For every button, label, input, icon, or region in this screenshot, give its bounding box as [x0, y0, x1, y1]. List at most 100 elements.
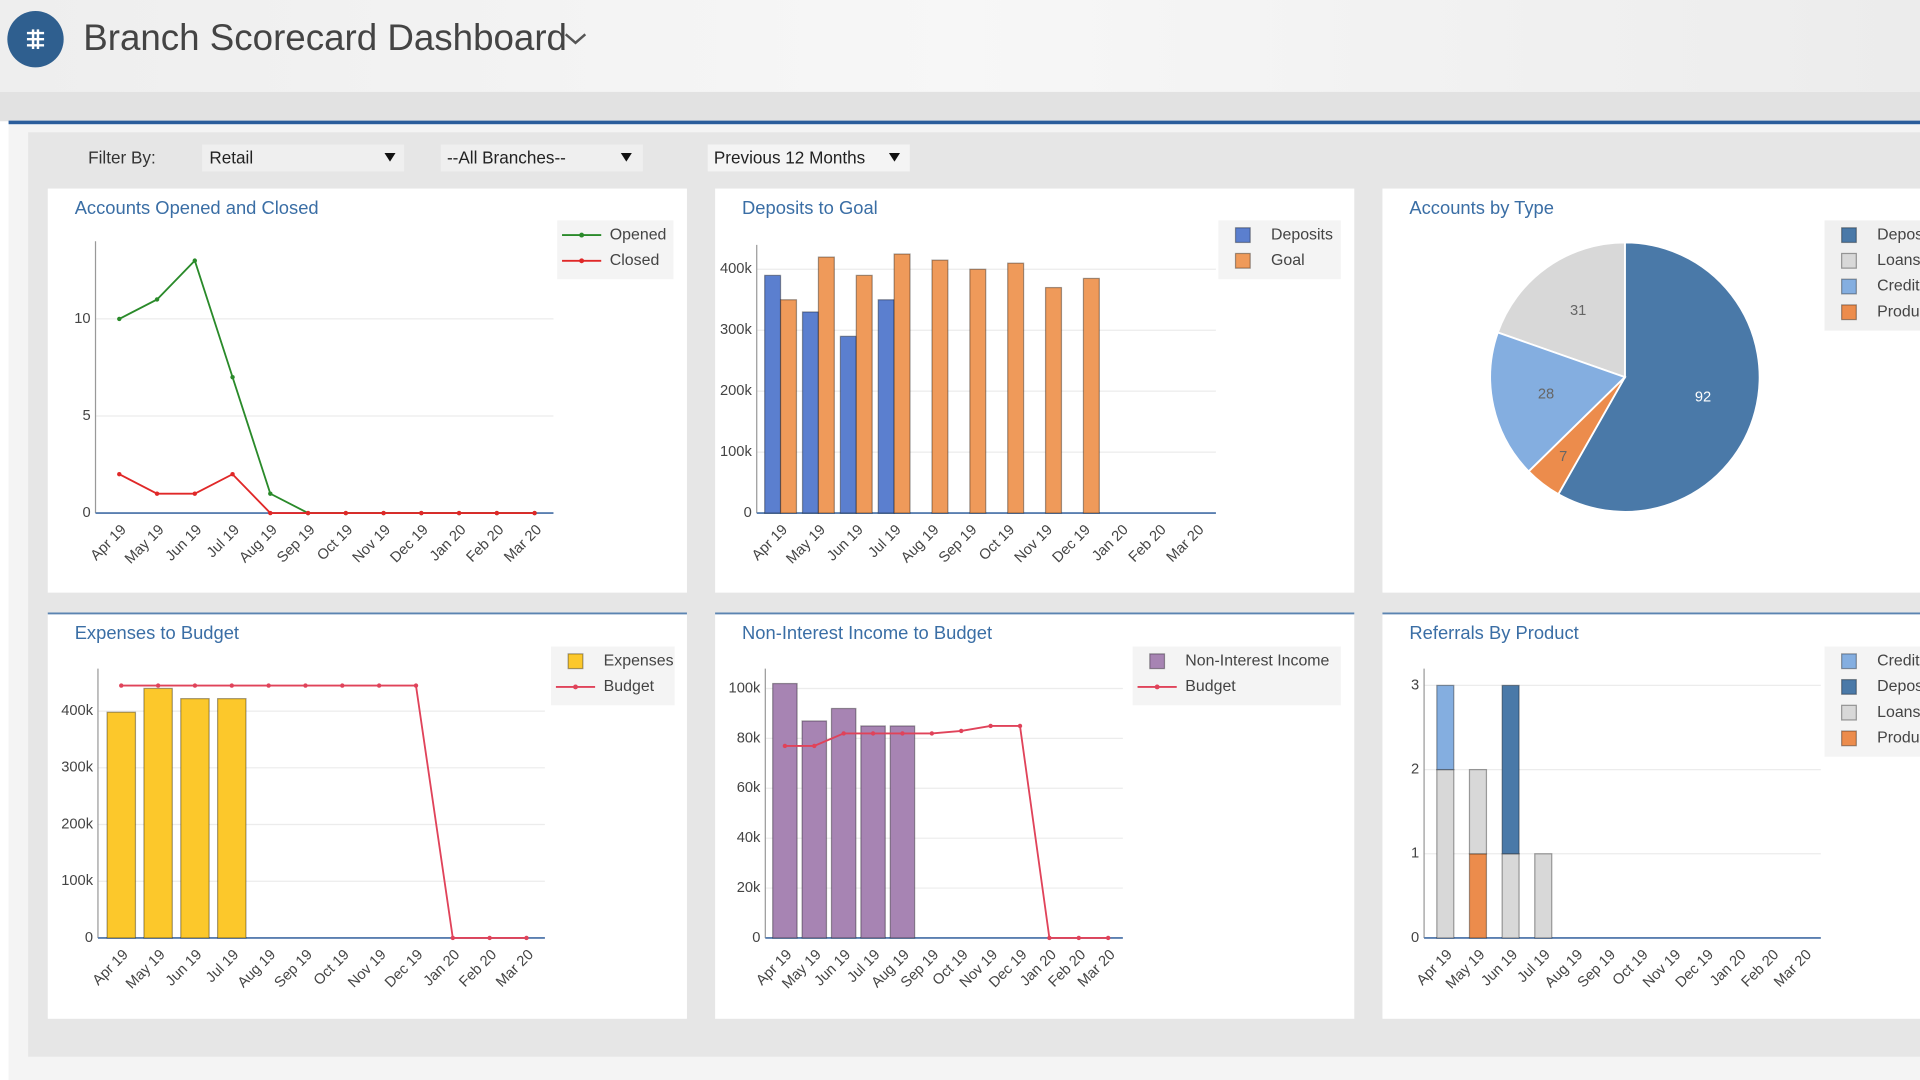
bar — [143, 687, 173, 939]
bar — [931, 259, 949, 514]
bar — [764, 274, 782, 514]
legend-swatch — [1841, 278, 1857, 295]
bar — [180, 698, 210, 939]
legend-swatch — [1149, 653, 1166, 670]
bar — [830, 707, 857, 939]
y-tick-label: 200k — [61, 816, 94, 832]
point — [381, 510, 386, 516]
y-tick-label: 0 — [744, 505, 752, 521]
pie-slice — [1527, 376, 1626, 496]
point — [229, 683, 234, 688]
legend-dot — [579, 258, 585, 264]
dropdown-arrow — [620, 153, 632, 162]
bar-segment — [1501, 684, 1520, 855]
y-tick-label: 300k — [61, 760, 94, 776]
slice-label: 7 — [1559, 449, 1567, 465]
bar-segment — [1468, 768, 1488, 855]
legend-label: Budget — [1185, 678, 1236, 695]
legend-box — [1824, 646, 1920, 757]
legend-swatch — [1841, 227, 1857, 244]
legend-label: Goal — [1271, 252, 1305, 269]
y-tick-label: 1 — [1411, 846, 1419, 862]
y-tick-label: 200k — [720, 383, 753, 399]
title-chevron[interactable] — [564, 33, 587, 45]
legend-box — [1824, 220, 1920, 331]
dropdown[interactable]: Previous 12 Months — [707, 144, 910, 172]
point — [155, 683, 161, 688]
point — [266, 683, 271, 688]
header-band — [0, 91, 1920, 122]
slice-label: 28 — [1538, 387, 1554, 403]
point — [192, 683, 198, 688]
legend-label: Depos — [1877, 226, 1920, 243]
bar — [969, 268, 987, 514]
y-tick-label: 100k — [61, 873, 94, 889]
point — [812, 743, 817, 749]
point — [1076, 935, 1081, 941]
point — [192, 491, 197, 496]
point — [1105, 935, 1111, 941]
legend-swatch — [1841, 252, 1857, 269]
point — [419, 510, 424, 516]
bar-segment — [1436, 768, 1455, 939]
point — [929, 731, 935, 736]
y-tick-label: 400k — [61, 703, 94, 719]
point — [450, 935, 456, 941]
dropdown[interactable]: --All Branches-- — [440, 144, 643, 172]
y-tick-label: 0 — [85, 930, 93, 946]
point — [1047, 935, 1052, 941]
y-tick-label: 3 — [1411, 677, 1419, 693]
legend-swatch — [1841, 704, 1857, 721]
point — [343, 510, 349, 516]
bar — [779, 299, 798, 514]
dropdown-text: --All Branches-- — [447, 148, 566, 168]
bar — [801, 720, 828, 939]
point — [119, 683, 124, 688]
bar — [855, 274, 873, 514]
point — [154, 297, 160, 302]
point — [376, 683, 382, 688]
y-tick-label: 5 — [82, 408, 90, 424]
dropdown-text: Retail — [209, 148, 253, 168]
filter-label: Filter By: — [88, 148, 156, 168]
bar — [893, 253, 911, 514]
legend-swatch — [1841, 678, 1857, 695]
legend-swatch — [567, 653, 584, 670]
y-tick-label: 0 — [82, 505, 90, 521]
point — [870, 731, 876, 736]
legend-dot — [1154, 684, 1160, 690]
legend-dot — [579, 232, 585, 238]
bar — [216, 698, 247, 939]
bar-segment — [1468, 853, 1488, 939]
legend-label: Loans — [1877, 704, 1920, 721]
header-bar — [0, 0, 1920, 92]
legend-box — [557, 220, 674, 280]
legend-swatch — [1841, 730, 1857, 747]
legend-swatch — [1841, 653, 1857, 670]
point — [230, 374, 235, 380]
point — [117, 472, 122, 477]
legend-label: Opened — [610, 226, 667, 243]
legend-box — [1132, 646, 1341, 706]
dropdown-box[interactable] — [707, 144, 910, 172]
dropdown[interactable]: Retail — [202, 144, 405, 172]
chart-title: Non-Interest Income to Budget — [742, 622, 992, 643]
point — [340, 683, 345, 688]
dropdown-box[interactable] — [440, 144, 643, 172]
dropdown-box[interactable] — [202, 144, 405, 172]
legend-label: Deposits — [1271, 226, 1333, 243]
point — [900, 731, 905, 736]
legend-label: Credit — [1877, 278, 1920, 295]
dropdown-arrow — [888, 153, 900, 162]
series-line — [784, 725, 1109, 939]
point — [268, 491, 273, 496]
point — [1017, 723, 1023, 729]
pie-slice — [1489, 331, 1627, 473]
bar — [860, 725, 886, 939]
slice-label: 31 — [1570, 303, 1586, 319]
y-tick-label: 60k — [737, 780, 761, 796]
y-tick-label: 100k — [720, 444, 753, 460]
logo-icon — [26, 29, 45, 49]
